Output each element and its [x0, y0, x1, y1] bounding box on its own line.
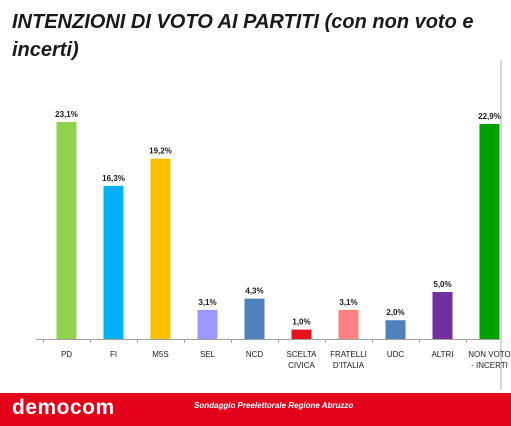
x-tick-label: SCELTA	[287, 350, 318, 359]
data-label: 22,9%	[478, 112, 501, 121]
bar	[244, 298, 265, 339]
x-tick-label: NCD	[246, 350, 264, 359]
x-tick-label: FRATELLI	[330, 350, 367, 359]
x-tick-label: PD	[61, 350, 72, 359]
bar	[197, 309, 218, 339]
x-tick-label: NON VOTO	[468, 350, 511, 359]
x-tick-label: - INCERTI	[471, 361, 508, 370]
bar	[338, 309, 359, 339]
data-label: 3,1%	[339, 298, 357, 307]
x-tick-label: SEL	[200, 350, 216, 359]
data-label: 23,1%	[55, 110, 78, 119]
bar	[103, 185, 124, 339]
data-label: 1,0%	[292, 318, 310, 327]
bar	[291, 329, 312, 339]
footer-bar: democom Sondaggio Preelettorale Regione …	[0, 393, 511, 426]
bar	[150, 158, 171, 339]
bar	[56, 122, 77, 339]
bar	[385, 320, 406, 339]
x-tick-label: UDC	[387, 350, 405, 359]
frame-divider	[500, 60, 502, 390]
x-tick-label: CIVICA	[288, 361, 315, 370]
brand-logo: democom	[12, 396, 115, 419]
data-label: 3,1%	[198, 298, 216, 307]
x-tick-label: D'ITALIA	[333, 361, 365, 370]
bar	[432, 292, 453, 339]
data-label: 2,0%	[386, 308, 404, 317]
x-tick-label: M5S	[152, 350, 168, 359]
data-label: 5,0%	[433, 280, 451, 289]
survey-source: Sondaggio Preelettorale Regione Abruzzo	[194, 401, 354, 410]
x-tick-label: FI	[110, 350, 117, 359]
bar-chart: 23,1% PD 16,3% FI 19,2% M5S 3,1% SEL 4,3% NCD 1,0%…	[36, 110, 511, 370]
bar	[479, 123, 500, 339]
data-label: 19,2%	[149, 147, 172, 156]
chart-title: INTENZIONI DI VOTO AI PARTITI (con non v…	[12, 11, 474, 61]
data-label: 16,3%	[102, 174, 125, 183]
x-tick-label: ALTRI	[431, 350, 453, 359]
data-label: 4,3%	[245, 287, 263, 296]
